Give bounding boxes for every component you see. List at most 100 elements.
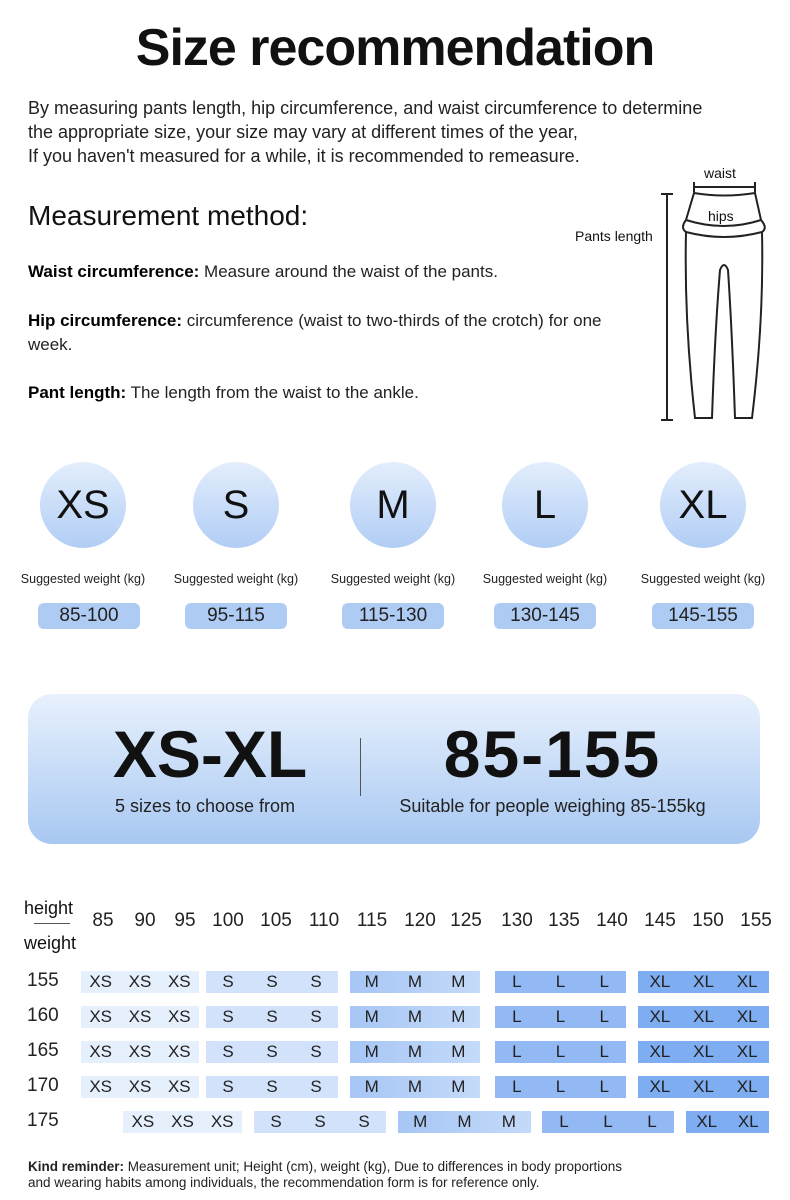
size-cell: XS — [167, 972, 191, 991]
size-label: XL — [678, 482, 728, 527]
size-cell: L — [599, 972, 609, 991]
height-row-header: 160 — [27, 1005, 59, 1026]
size-cell: M — [407, 972, 423, 991]
size-cell: XS — [89, 1077, 112, 1096]
size-cell: M — [407, 1042, 423, 1061]
size-cell: XL — [649, 1077, 671, 1096]
size-cell: S — [358, 1112, 370, 1131]
size-label: S — [222, 482, 250, 527]
size-cell: XS — [89, 972, 112, 991]
height-row-header: 170 — [27, 1075, 59, 1096]
size-circle-m: M — [350, 462, 436, 548]
size-cell: L — [512, 1042, 522, 1061]
size-range-sub: 5 sizes to choose from — [114, 796, 296, 816]
size-cell: M — [364, 1042, 379, 1061]
size-cell: M — [364, 1077, 379, 1096]
weight-column-header: 135 — [548, 910, 580, 931]
size-cell: M — [501, 1112, 516, 1131]
size-cell: XL — [736, 1042, 758, 1061]
method-length: Pant length: The length from the waist t… — [28, 383, 419, 402]
suggested-weight-label: Suggested weight (kg) — [640, 572, 766, 586]
size-cell: L — [599, 1077, 609, 1096]
weight-range-pill: 145-155 — [652, 603, 754, 629]
weight-column-header: 125 — [450, 910, 482, 931]
size-cell: M — [364, 1007, 379, 1026]
size-cell: L — [599, 1042, 609, 1061]
weight-column-header: 140 — [596, 910, 628, 931]
weight-range: 85-155 — [443, 717, 662, 791]
corner-height: height — [24, 898, 74, 918]
waist-label: waist — [704, 165, 736, 181]
weight-column-header: 90 — [134, 910, 156, 931]
size-cell: XL — [737, 1112, 759, 1131]
size-cell: S — [310, 1042, 322, 1061]
weight-column-header: 130 — [501, 910, 533, 931]
size-cell: L — [647, 1112, 657, 1131]
pants-diagram-icon — [661, 182, 766, 421]
size-cell: M — [407, 1007, 423, 1026]
weight-range-pill: 95-115 — [185, 603, 287, 629]
intro-line: If you haven't measured for a while, it … — [28, 146, 580, 166]
size-cell: XS — [128, 972, 152, 991]
size-cell: XS — [128, 1007, 152, 1026]
size-group-xs: XS XS XS — [123, 1111, 242, 1133]
weight-column-header: 100 — [212, 910, 244, 931]
suggested-weight-label: Suggested weight (kg) — [482, 572, 608, 586]
size-cell: M — [413, 1112, 428, 1131]
size-cell: S — [266, 972, 278, 991]
size-circle-l: L — [502, 462, 588, 548]
size-cell: XL — [696, 1112, 718, 1131]
size-cell: XS — [89, 1007, 112, 1026]
size-cell: S — [310, 972, 322, 991]
size-cell: M — [451, 1042, 466, 1061]
weight-column-header: 155 — [740, 910, 772, 931]
size-cell: XL — [736, 972, 758, 991]
weight-column-header: 105 — [260, 910, 292, 931]
size-circle-s: S — [193, 462, 279, 548]
size-cell: XS — [210, 1112, 234, 1131]
size-group-xl: XL XL XL — [638, 1076, 769, 1098]
method-hip: Hip circumference: circumference (waist … — [28, 311, 602, 354]
size-cell: S — [222, 1077, 234, 1096]
size-group-xl: XL XL XL — [638, 971, 769, 993]
size-cell: S — [222, 972, 234, 991]
size-group-xl: XL XL XL — [638, 1006, 769, 1028]
size-cell: XS — [128, 1077, 152, 1096]
method-title: Measurement method: — [28, 200, 309, 231]
size-cell: M — [451, 1007, 466, 1026]
size-cell: S — [266, 1077, 278, 1096]
size-cell: M — [451, 972, 466, 991]
divider — [360, 738, 361, 796]
size-cell: XL — [693, 972, 714, 991]
size-cell: XL — [693, 1007, 714, 1026]
size-label: XS — [56, 482, 110, 527]
weight-range-sub: Suitable for people weighing 85-155kg — [399, 796, 706, 816]
page-title: Size recommendation — [135, 19, 655, 77]
intro-text: By measuring pants length, hip circumfer… — [28, 96, 702, 168]
size-label: L — [533, 482, 557, 527]
size-cell: M — [457, 1112, 472, 1131]
size-cell: L — [555, 1007, 566, 1026]
suggested-weight-label: Suggested weight (kg) — [20, 572, 146, 586]
size-cell: L — [555, 972, 566, 991]
suggested-weight-label: Suggested weight (kg) — [330, 572, 456, 586]
size-cell: S — [270, 1112, 282, 1131]
size-cell: S — [310, 1007, 322, 1026]
suggested-weight-label: Suggested weight (kg) — [173, 572, 299, 586]
size-cell: L — [512, 972, 522, 991]
size-group-xl: XL XL XL — [638, 1041, 769, 1063]
summary-banner — [28, 694, 760, 844]
size-cell: L — [512, 1007, 522, 1026]
kind-reminder: Kind reminder: Measurement unit; Height … — [28, 1159, 622, 1190]
size-group-xs: XS XS XS — [81, 1041, 199, 1063]
size-cell: XS — [167, 1007, 191, 1026]
